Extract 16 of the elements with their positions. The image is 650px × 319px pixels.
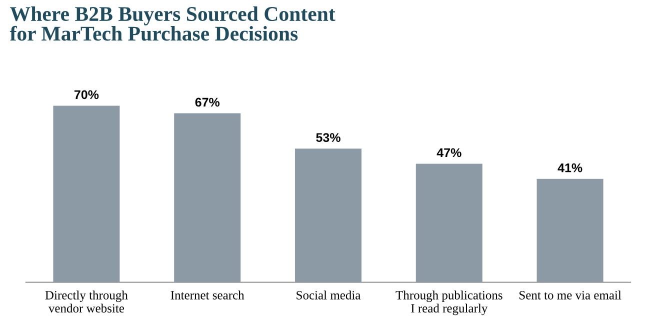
x-tick-label: Sent to me via email — [520, 290, 622, 300]
x-tick-label: Social media — [296, 290, 361, 300]
bar — [295, 148, 362, 282]
bar — [416, 164, 482, 282]
data-label: 53% — [316, 133, 340, 142]
x-tick-label: Directly through vendor website — [45, 290, 128, 313]
chart-title: Where B2B Buyers Sourced Content for MarTech Purchase Decisions — [10, 6, 336, 41]
data-label: 41% — [558, 163, 582, 172]
bar — [536, 178, 604, 282]
data-label: 67% — [195, 98, 220, 107]
data-label: 47% — [436, 148, 462, 158]
bar — [53, 106, 120, 282]
data-label: 70% — [74, 90, 99, 100]
x-tick-label: Through publications I read regularly — [396, 290, 502, 316]
bar — [174, 113, 241, 282]
x-tick-label: Internet search — [170, 290, 244, 300]
